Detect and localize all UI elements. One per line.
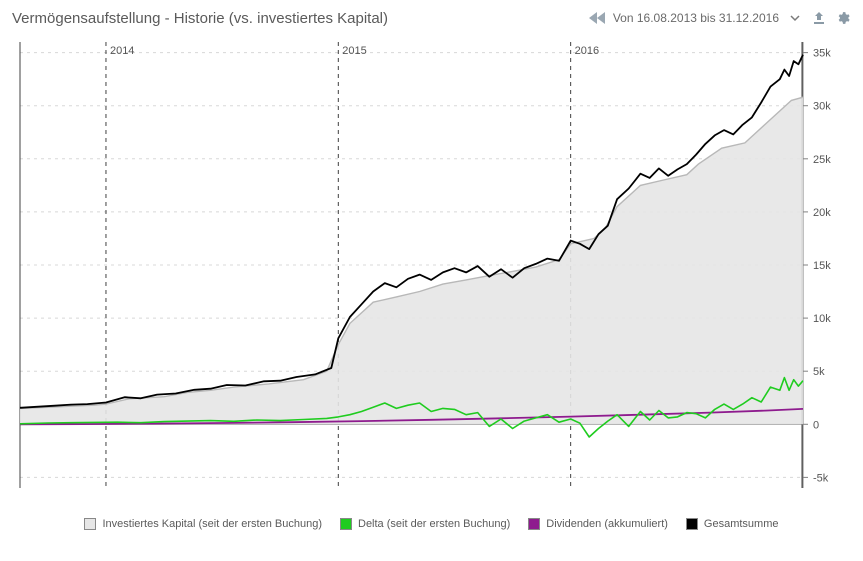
chart-legend: Investiertes Kapital (seit der ersten Bu… <box>0 512 863 530</box>
legend-label: Delta (seit der ersten Buchung) <box>358 518 510 530</box>
chart-area: -5k 0 5k 10k 15k 20k 25k 30k 35k 2014 2015 2016 <box>10 32 853 512</box>
legend-item-dividends[interactable]: Dividenden (akkumuliert) <box>528 518 668 530</box>
y-tick-label: 30k <box>813 101 831 113</box>
upload-icon[interactable] <box>811 10 827 26</box>
year-marker-label: 2014 <box>110 45 134 57</box>
legend-swatch <box>340 518 352 530</box>
gear-icon[interactable] <box>835 10 851 26</box>
y-tick-label: 35k <box>813 48 831 60</box>
y-tick-label: 15k <box>813 260 831 272</box>
y-tick-label: 5k <box>813 366 825 378</box>
legend-swatch <box>686 518 698 530</box>
legend-item-total[interactable]: Gesamtsumme <box>686 518 779 530</box>
header-toolbar: Von 16.08.2013 bis 31.12.2016 <box>589 10 851 26</box>
chevron-down-icon[interactable] <box>787 10 803 26</box>
page-title: Vermögensaufstellung - Historie (vs. inv… <box>12 10 388 27</box>
rewind-icon[interactable] <box>589 10 605 26</box>
y-tick-label: -5k <box>813 472 829 484</box>
legend-item-delta[interactable]: Delta (seit der ersten Buchung) <box>340 518 510 530</box>
chart-svg: -5k 0 5k 10k 15k 20k 25k 30k 35k 2014 2015 2016 <box>10 32 853 512</box>
legend-item-invested[interactable]: Investiertes Kapital (seit der ersten Bu… <box>84 518 322 530</box>
y-tick-label: 25k <box>813 154 831 166</box>
y-tick-label: 0 <box>813 419 819 431</box>
legend-label: Dividenden (akkumuliert) <box>546 518 668 530</box>
y-tick-label: 20k <box>813 207 831 219</box>
y-tick-label: 10k <box>813 313 831 325</box>
legend-label: Investiertes Kapital (seit der ersten Bu… <box>102 518 322 530</box>
chart-header: Vermögensaufstellung - Historie (vs. inv… <box>0 0 863 32</box>
legend-label: Gesamtsumme <box>704 518 779 530</box>
year-marker-label: 2016 <box>575 45 599 57</box>
date-range-label: Von 16.08.2013 bis 31.12.2016 <box>613 11 779 25</box>
year-marker-label: 2015 <box>342 45 366 57</box>
legend-swatch <box>84 518 96 530</box>
legend-swatch <box>528 518 540 530</box>
